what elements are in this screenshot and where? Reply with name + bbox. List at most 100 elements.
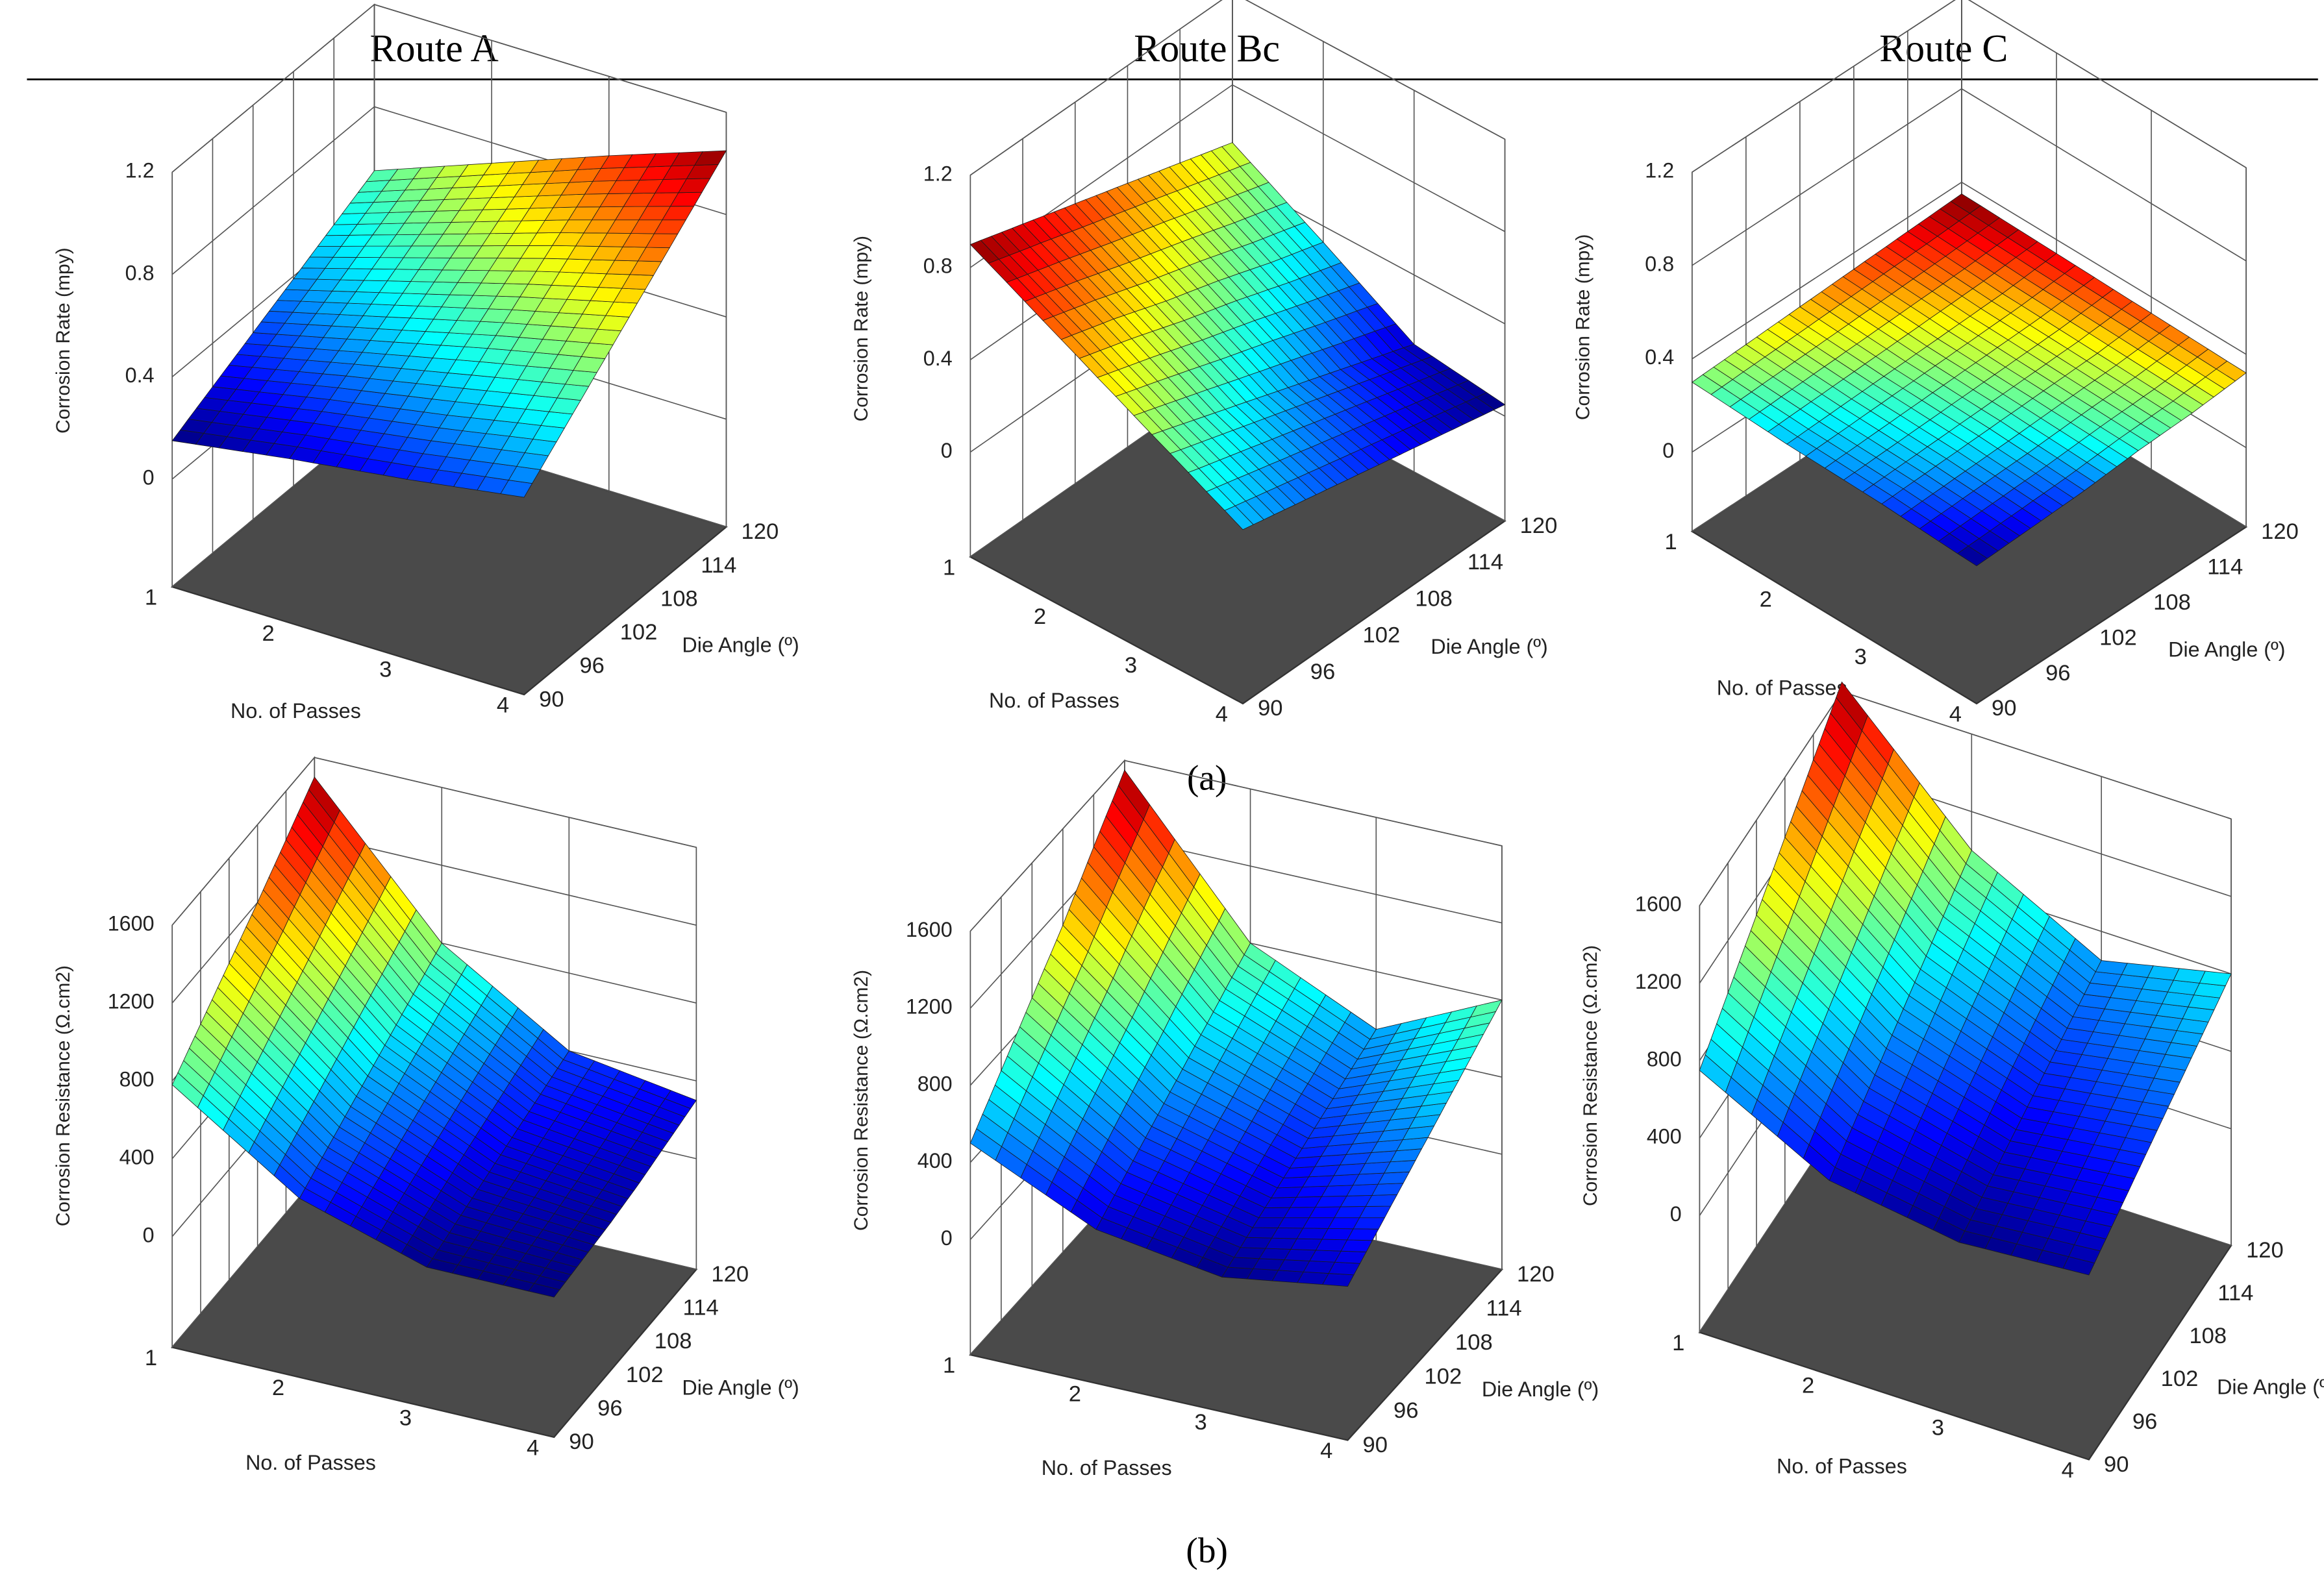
y-tick-label: 114 — [2207, 555, 2243, 580]
z-tick-label: 1.2 — [1645, 159, 1674, 182]
surface-patch — [1469, 999, 1503, 1018]
y-tick-label: 114 — [1468, 550, 1503, 575]
x-tick-label: 4 — [1320, 1439, 1332, 1463]
surface-patch — [2199, 971, 2232, 986]
x-tick-label: 2 — [272, 1376, 284, 1400]
z-tick-label: 1200 — [108, 990, 155, 1013]
y-axis-label: Die Angle (º) — [682, 1376, 799, 1400]
panel-label: (b) — [1186, 1530, 1228, 1570]
y-tick-label: 90 — [1363, 1433, 1388, 1457]
z-tick-label: 0.8 — [1645, 252, 1674, 275]
z-axis-label: Corrosion Resistance (Ω.cm2) — [53, 965, 74, 1226]
x-tick-label: 4 — [497, 693, 509, 718]
surface-plot: 0 400 800 1200 1600 Corrosion Resistance (Ω.c… — [53, 756, 799, 1474]
y-tick-label: 90 — [1258, 696, 1282, 721]
z-tick-label: 1600 — [1635, 893, 1682, 916]
x-axis-label: No. of Passes — [1777, 1455, 1907, 1478]
y-axis-label: Die Angle (º) — [1482, 1378, 1599, 1401]
x-tick-label: 1 — [145, 1346, 157, 1370]
y-tick-label: 114 — [2218, 1281, 2253, 1305]
y-tick-label: 108 — [660, 586, 698, 611]
x-axis-label: No. of Passes — [989, 689, 1119, 712]
y-tick-label: 108 — [1455, 1330, 1493, 1355]
surface-plot: 0 400 800 1200 1600 Corrosion Resistance (Ω.c… — [851, 759, 1599, 1479]
z-tick-label: 0.4 — [923, 347, 953, 370]
z-tick-label: 0 — [1662, 439, 1674, 462]
x-tick-label: 3 — [1194, 1410, 1206, 1435]
x-axis-label: No. of Passes — [1042, 1456, 1172, 1479]
x-tick-label: 1 — [1672, 1331, 1684, 1355]
x-tick-label: 1 — [1665, 530, 1677, 554]
y-tick-label: 120 — [1517, 1262, 1555, 1287]
y-tick-label: 102 — [1425, 1365, 1462, 1389]
y-tick-label: 102 — [626, 1363, 664, 1387]
x-axis-label: No. of Passes — [1717, 676, 1847, 699]
y-tick-label: 120 — [1520, 513, 1558, 538]
x-tick-label: 4 — [527, 1435, 539, 1460]
y-tick-label: 96 — [579, 654, 604, 678]
z-tick-label: 0 — [941, 1226, 953, 1250]
y-tick-label: 96 — [2132, 1409, 2157, 1434]
x-tick-label: 3 — [399, 1405, 412, 1430]
y-tick-label: 96 — [1310, 660, 1335, 684]
y-tick-label: 102 — [2161, 1367, 2199, 1391]
y-axis-label: Die Angle (º) — [2217, 1375, 2324, 1398]
y-tick-label: 108 — [2189, 1324, 2227, 1348]
y-axis-label: Die Angle (º) — [2168, 638, 2285, 662]
z-tick-label: 1600 — [906, 918, 953, 941]
x-tick-label: 4 — [2062, 1458, 2074, 1483]
z-tick-label: 800 — [918, 1072, 953, 1095]
z-tick-label: 0 — [143, 465, 155, 489]
x-tick-label: 2 — [1034, 604, 1046, 629]
surface-plot: 0 0.4 0.8 1.2 Corrosion Rate (mpy) 1 2 3 4 90 96 10… — [851, 0, 1557, 726]
x-tick-label: 2 — [1802, 1373, 1814, 1398]
grid-line — [969, 760, 1503, 932]
y-axis-label: Die Angle (º) — [682, 634, 799, 657]
y-tick-label: 108 — [1415, 586, 1453, 611]
z-axis-label: Corrosion Resistance (Ω.cm2) — [851, 970, 872, 1231]
y-tick-label: 96 — [597, 1396, 622, 1421]
z-axis-label: Corrosion Rate (mpy) — [53, 247, 74, 433]
z-tick-label: 1.2 — [125, 159, 155, 182]
surface-plot: 0 400 800 1200 1600 Corrosion Resistance (Ω.c… — [1580, 681, 2324, 1483]
x-tick-label: 1 — [145, 586, 157, 610]
y-tick-label: 90 — [539, 687, 564, 711]
x-tick-label: 4 — [1949, 702, 1962, 726]
grid-line — [1692, 88, 2247, 266]
z-axis-label: Corrosion Resistance (Ω.cm2) — [1580, 945, 1601, 1206]
grid-line — [171, 756, 697, 926]
grid-line — [171, 4, 727, 173]
z-tick-label: 1600 — [108, 912, 155, 935]
surface-patch — [664, 1090, 697, 1109]
z-tick-label: 0.8 — [125, 261, 155, 284]
surface-patch — [2216, 360, 2247, 382]
z-tick-label: 0.4 — [1645, 345, 1674, 369]
grid-line — [1692, 0, 2247, 173]
y-tick-label: 114 — [701, 553, 736, 578]
x-axis-label: No. of Passes — [231, 699, 361, 723]
y-tick-label: 102 — [620, 620, 658, 645]
y-tick-label: 90 — [569, 1429, 593, 1454]
x-axis-label: No. of Passes — [245, 1451, 376, 1474]
y-axis-label: Die Angle (º) — [1431, 635, 1547, 658]
y-tick-label: 96 — [2045, 661, 2070, 686]
surface-plot: 0 0.4 0.8 1.2 Corrosion Rate (mpy) 1 2 3 4 90 96 10… — [53, 3, 799, 723]
z-tick-label: 400 — [1647, 1125, 1682, 1148]
z-tick-label: 0 — [143, 1223, 155, 1246]
x-tick-label: 3 — [1855, 645, 1867, 669]
z-tick-label: 1.2 — [923, 162, 953, 185]
x-tick-label: 4 — [1216, 702, 1228, 726]
y-tick-label: 102 — [1363, 623, 1401, 648]
x-tick-label: 3 — [1125, 653, 1137, 678]
z-tick-label: 400 — [918, 1149, 953, 1172]
x-tick-label: 2 — [262, 621, 275, 646]
y-tick-label: 120 — [741, 519, 779, 544]
surface-patch — [1475, 392, 1506, 410]
z-tick-label: 0 — [1670, 1202, 1682, 1226]
z-tick-label: 1200 — [906, 995, 953, 1019]
y-tick-label: 108 — [655, 1329, 692, 1354]
column-header: Route Bc — [1134, 27, 1280, 69]
z-axis-label: Corrosion Rate (mpy) — [1573, 234, 1594, 420]
